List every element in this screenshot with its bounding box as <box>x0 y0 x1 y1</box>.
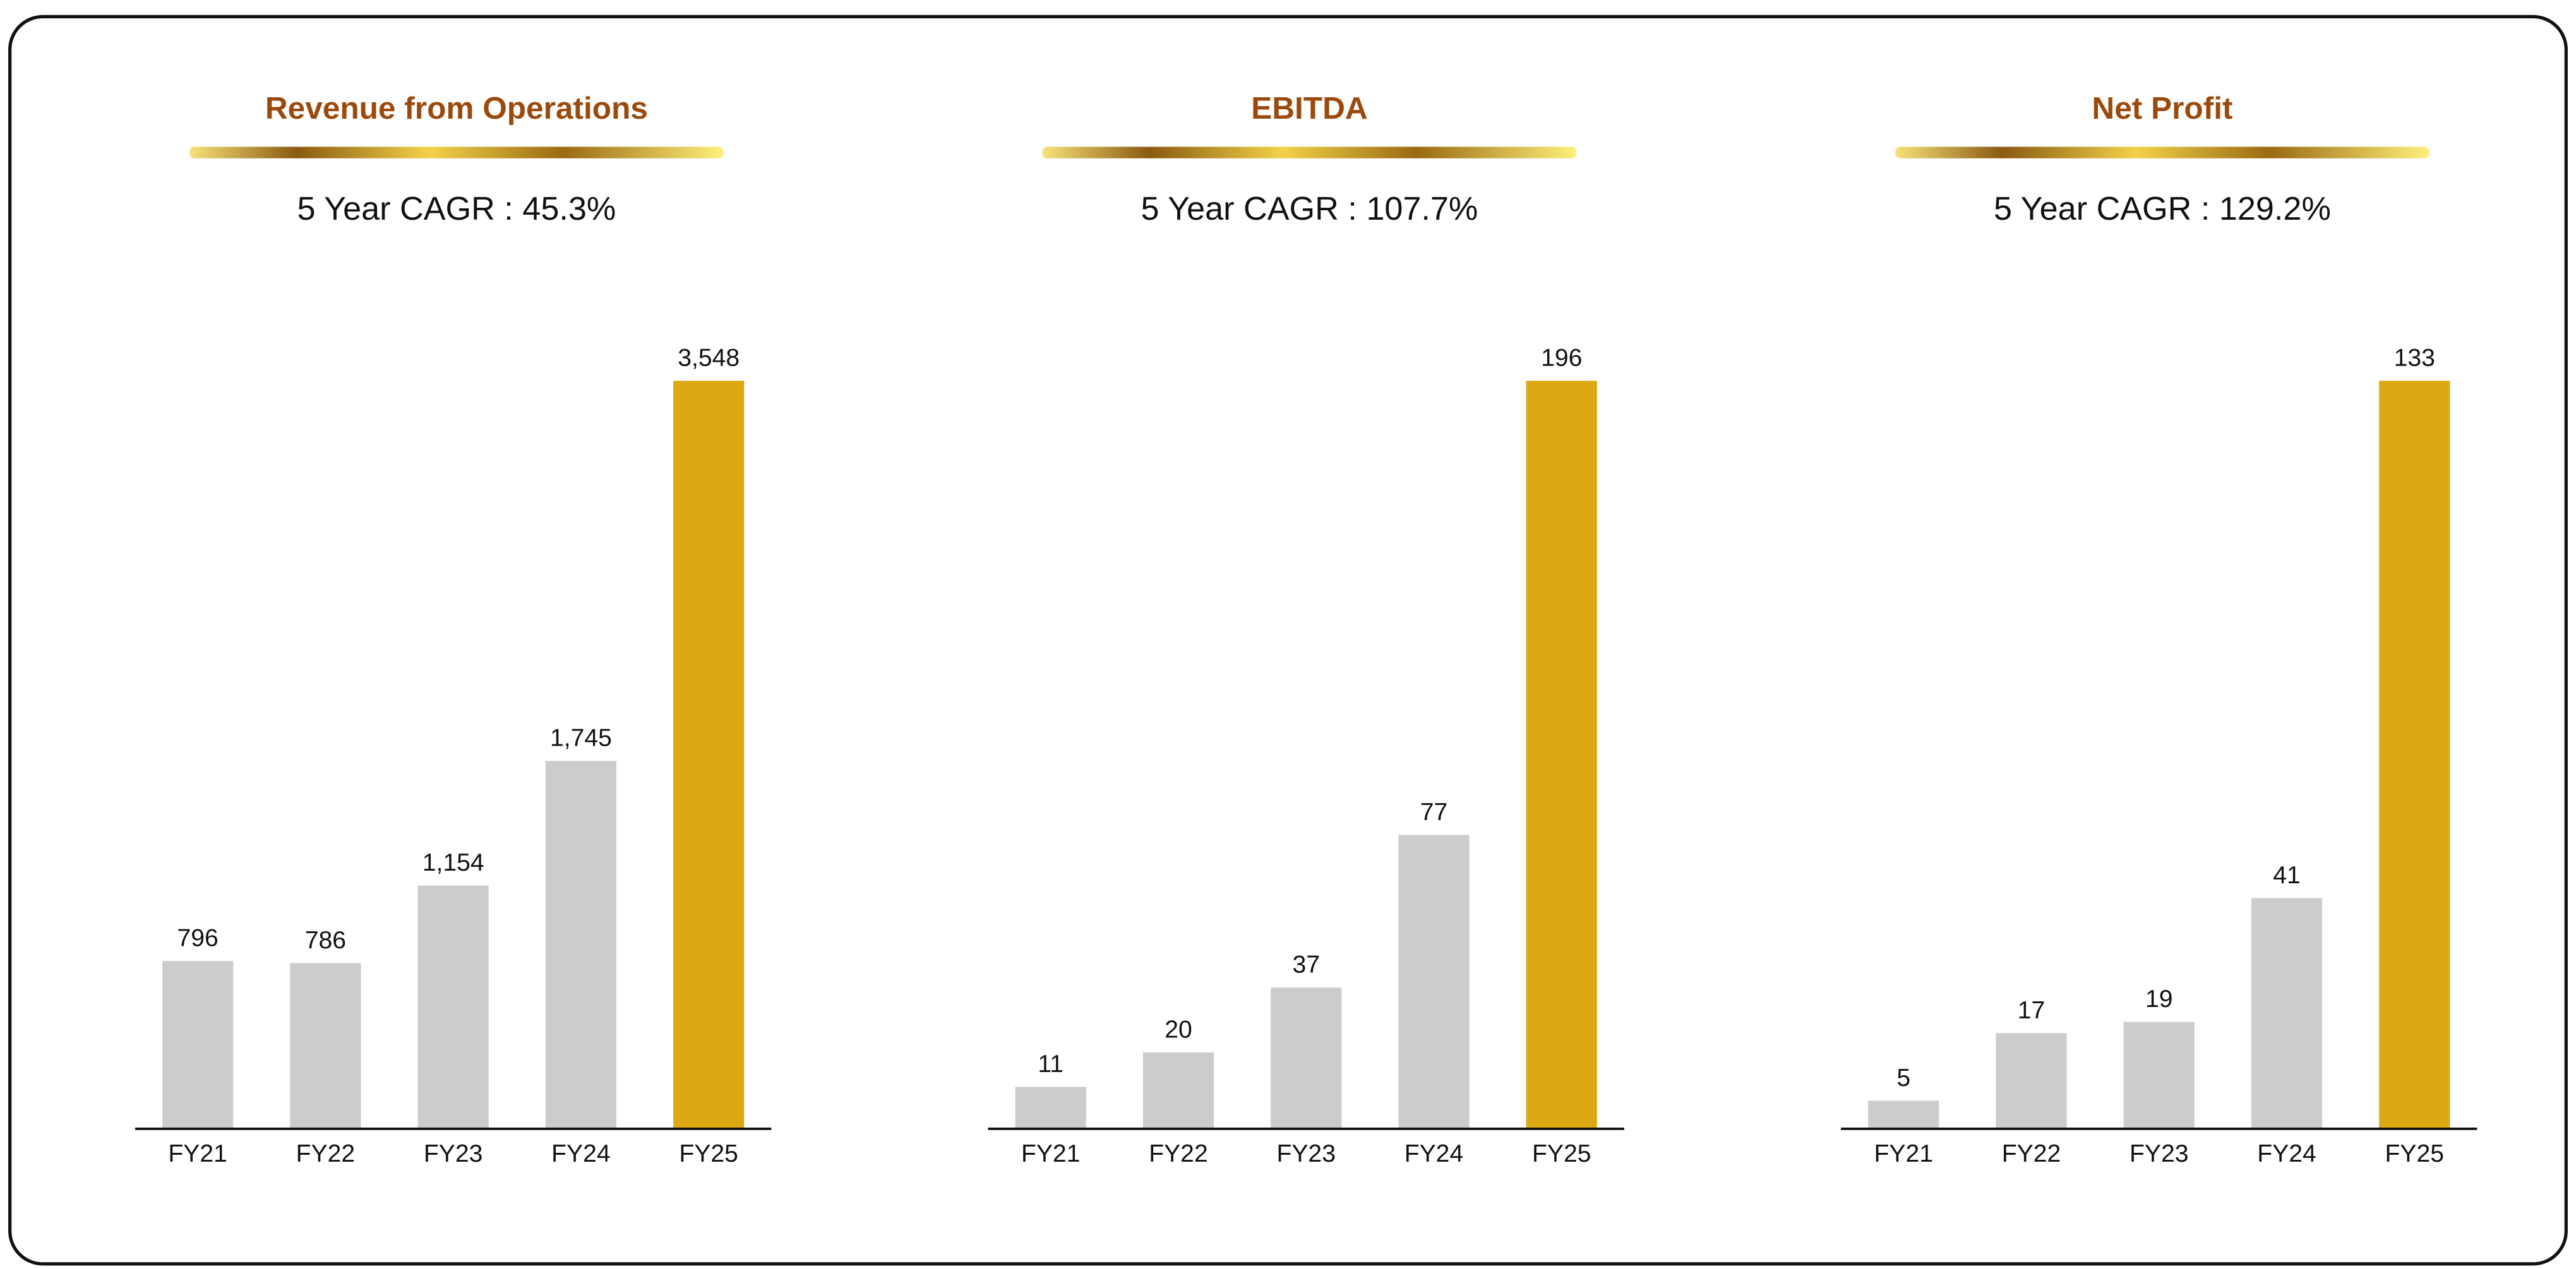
value-label: 41 <box>2273 862 2301 889</box>
bar <box>1398 835 1470 1129</box>
chart-subtitle: 5 Year CAGR : 129.2% <box>1994 191 2331 227</box>
value-label: 196 <box>1541 345 1582 372</box>
title-underline <box>1895 146 2429 158</box>
bar <box>545 761 617 1129</box>
x-tick-label: FY23 <box>424 1140 483 1167</box>
value-label: 77 <box>1420 799 1448 826</box>
x-tick-label: FY21 <box>168 1140 227 1167</box>
bar <box>1015 1087 1086 1129</box>
bar <box>2123 1022 2195 1129</box>
chart-subtitle: 5 Year CAGR : 45.3% <box>297 191 616 227</box>
x-tick-label: FY23 <box>1276 1140 1336 1167</box>
bar <box>2379 381 2450 1129</box>
chart-title: EBITDA <box>1251 90 1368 126</box>
value-label: 5 <box>1896 1064 1910 1092</box>
value-label: 786 <box>305 927 346 954</box>
x-tick-label: FY23 <box>2130 1140 2189 1167</box>
x-tick-label: FY24 <box>1405 1140 1464 1167</box>
bar <box>1271 987 1342 1129</box>
value-label: 20 <box>1165 1016 1192 1043</box>
value-label: 133 <box>2394 345 2435 372</box>
value-label: 796 <box>177 925 219 952</box>
bar <box>1142 1052 1214 1129</box>
bar <box>417 885 489 1129</box>
value-label: 1,745 <box>550 725 612 752</box>
x-tick-label: FY21 <box>1874 1140 1933 1167</box>
x-tick-label: FY25 <box>679 1140 738 1167</box>
value-label: 17 <box>2018 997 2046 1024</box>
bar <box>2251 898 2323 1129</box>
x-tick-label: FY25 <box>2385 1140 2444 1167</box>
x-tick-label: FY21 <box>1021 1140 1081 1167</box>
value-label: 11 <box>1038 1051 1063 1078</box>
x-tick-label: FY22 <box>2002 1140 2061 1167</box>
bar <box>673 381 745 1129</box>
bar <box>1996 1033 2067 1129</box>
chart-title: Net Profit <box>2092 90 2232 126</box>
x-tick-label: FY22 <box>1149 1140 1208 1167</box>
x-tick-label: FY25 <box>1532 1140 1591 1167</box>
x-tick-label: FY24 <box>551 1140 611 1167</box>
title-underline <box>1042 146 1577 158</box>
chart-subtitle: 5 Year CAGR : 107.7% <box>1141 191 1478 227</box>
x-tick-label: FY22 <box>296 1140 356 1167</box>
frame <box>8 15 2568 1266</box>
value-label: 3,548 <box>678 345 740 372</box>
bar <box>1868 1100 1939 1129</box>
value-label: 19 <box>2145 986 2173 1013</box>
value-label: 37 <box>1292 951 1320 979</box>
title-underline <box>189 146 724 158</box>
value-label: 1,154 <box>422 849 484 876</box>
chart-title: Revenue from Operations <box>265 90 648 126</box>
bar <box>290 963 361 1129</box>
bar <box>162 961 234 1129</box>
bar <box>1526 381 1597 1129</box>
x-tick-label: FY24 <box>2257 1140 2316 1167</box>
